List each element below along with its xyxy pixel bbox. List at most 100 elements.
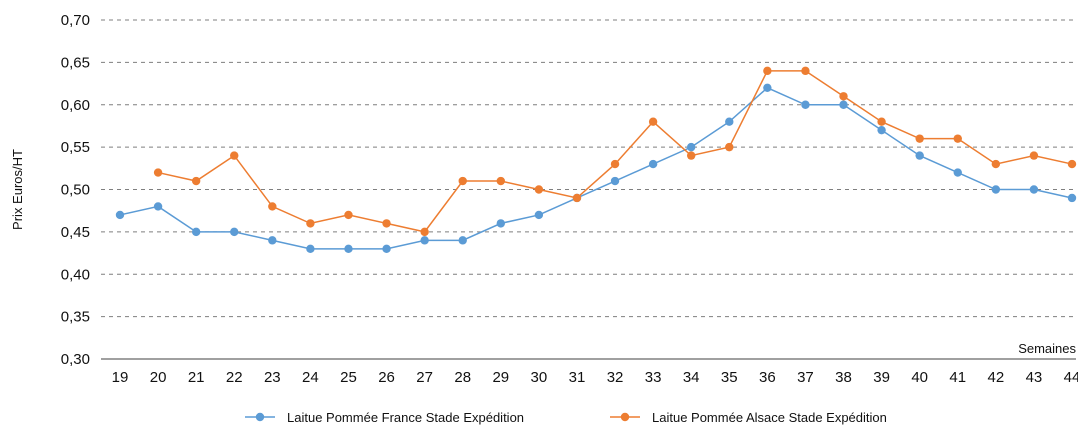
x-tick-label: 19: [112, 369, 129, 386]
data-point: [382, 219, 391, 228]
data-point: [763, 66, 772, 76]
series-line: [157, 70, 1073, 233]
legend: Laitue Pommée France Stade Expédition La…: [245, 410, 887, 425]
x-tick-label: 21: [188, 369, 205, 386]
x-tick-label: 42: [987, 369, 1004, 386]
x-tick-label: 41: [949, 369, 966, 386]
x-tick-label: 44: [1064, 369, 1078, 386]
x-tick-label: 38: [835, 369, 852, 386]
legend-label: Laitue Pommée Alsace Stade Expédition: [652, 410, 887, 425]
series-1: [153, 66, 1077, 237]
data-point: [191, 227, 201, 237]
y-tick-label: 0,35: [61, 309, 90, 326]
data-point: [1029, 151, 1039, 160]
axes: 0,30 0,35 0,40 0,45 0,50 0,55 0,60 0,65 0,70 19 20…: [61, 12, 1078, 386]
data-point: [839, 92, 848, 101]
data-point: [420, 227, 429, 237]
x-tick-label: 33: [645, 369, 662, 386]
data-point: [687, 151, 696, 160]
x-axis-label: Semaines: [1018, 341, 1076, 356]
data-point: [953, 168, 962, 177]
data-point: [991, 185, 1001, 194]
y-tick-label: 0,50: [61, 182, 90, 199]
data-point: [915, 134, 924, 143]
data-point: [344, 244, 353, 254]
y-tick-label: 0,65: [61, 54, 90, 71]
y-tick-label: 0,45: [61, 224, 90, 241]
data-point: [1067, 193, 1077, 203]
x-tick-label: 34: [683, 369, 700, 386]
data-point: [801, 66, 810, 76]
x-tick-label: 31: [569, 369, 586, 386]
legend-item-alsace: Laitue Pommée Alsace Stade Expédition: [610, 410, 887, 425]
data-point: [534, 185, 544, 194]
data-point: [1029, 185, 1039, 194]
data-point: [420, 236, 429, 245]
data-point: [877, 117, 886, 126]
data-point: [877, 125, 886, 135]
data-point: [572, 193, 582, 203]
data-point: [153, 168, 163, 177]
x-tick-label: 39: [873, 369, 890, 386]
y-tick-label: 0,70: [61, 12, 90, 29]
data-point: [725, 142, 734, 152]
data-point: [534, 210, 544, 220]
series-line: [119, 86, 1073, 250]
data-point: [763, 83, 772, 93]
y-tick-label: 0,55: [61, 139, 90, 156]
axis-labels: Prix Euros/HT Semaines: [10, 149, 1076, 356]
legend-label: Laitue Pommée France Stade Expédition: [287, 410, 524, 425]
data-point: [1067, 159, 1077, 169]
data-point: [268, 236, 277, 245]
data-point: [382, 244, 391, 254]
data-point: [458, 176, 467, 186]
x-tick-label: 32: [607, 369, 624, 386]
legend-swatch-marker: [255, 412, 265, 422]
legend-swatch-marker: [620, 412, 630, 422]
series-0: [115, 83, 1077, 254]
x-tick-label: 36: [759, 369, 776, 386]
x-tick-label: 37: [797, 369, 814, 386]
data-point: [839, 100, 848, 109]
data-point: [344, 210, 353, 220]
x-tick-label: 43: [1026, 369, 1043, 386]
data-point: [496, 219, 505, 228]
data-point: [610, 159, 620, 169]
x-tick-label: 30: [531, 369, 548, 386]
data-point: [687, 142, 696, 152]
x-tick-label: 35: [721, 369, 738, 386]
x-tick-label: 27: [416, 369, 433, 386]
data-point: [496, 176, 505, 186]
data-point: [458, 236, 467, 245]
x-tick-label: 20: [150, 369, 167, 386]
data-point: [230, 227, 239, 237]
y-tick-label: 0,30: [61, 351, 90, 368]
x-tick-label: 25: [340, 369, 357, 386]
data-point: [801, 100, 810, 109]
data-point: [725, 117, 734, 126]
data-point: [268, 202, 277, 211]
x-tick-label: 26: [378, 369, 395, 386]
data-point: [610, 176, 620, 186]
data-point: [306, 244, 315, 254]
data-point: [115, 210, 125, 220]
grid-lines: [101, 19, 1076, 318]
data-point: [306, 219, 315, 228]
x-tick-label: 23: [264, 369, 281, 386]
x-tick-label: 22: [226, 369, 243, 386]
data-point: [648, 159, 658, 169]
data-point: [153, 202, 163, 211]
legend-item-france: Laitue Pommée France Stade Expédition: [245, 410, 524, 425]
series-group: [115, 66, 1077, 254]
data-point: [230, 151, 239, 160]
x-tick-label: 24: [302, 369, 319, 386]
data-point: [191, 176, 201, 186]
y-axis-label: Prix Euros/HT: [10, 149, 25, 230]
data-point: [648, 117, 658, 126]
y-tick-label: 0,40: [61, 266, 90, 283]
x-tick-label: 28: [454, 369, 471, 386]
data-point: [915, 151, 924, 160]
y-tick-label: 0,60: [61, 97, 90, 114]
x-tick-label: 40: [911, 369, 928, 386]
